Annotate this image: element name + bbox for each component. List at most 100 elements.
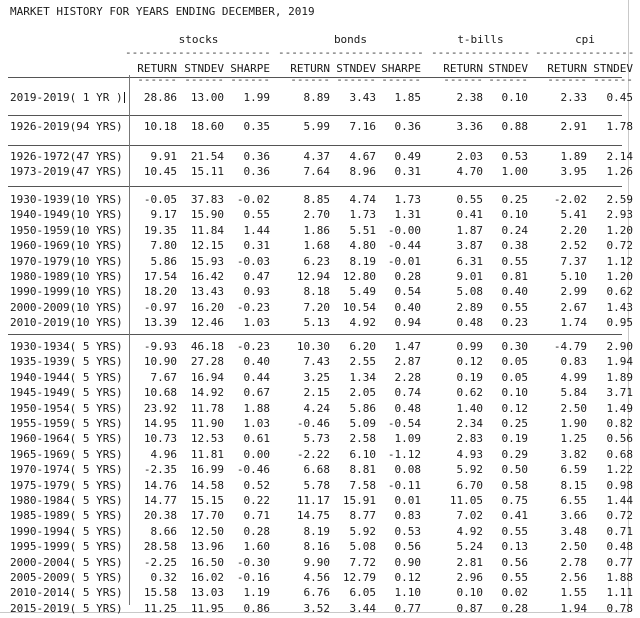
table-cell: 7.02: [456, 509, 484, 523]
column-header-return: RETURN: [443, 62, 483, 75]
table-cell: 7.20: [303, 300, 331, 314]
table-cell: 0.58: [501, 478, 529, 492]
table-cell: 8.89: [303, 91, 331, 104]
table-cell: 6.20: [349, 340, 377, 353]
table-cell: 0.71: [606, 524, 634, 538]
table-cell: 1.86: [303, 223, 331, 237]
table-cell: 1.90: [560, 417, 588, 430]
table-cell: 0.62: [456, 386, 484, 400]
table-cell: 1.10: [394, 586, 422, 600]
table-cell: 2.50: [560, 540, 588, 554]
table-cell: 6.68: [303, 463, 331, 477]
table-cell: 14.75: [296, 509, 330, 523]
table-cell: 0.45: [606, 91, 634, 104]
table-cell: 46.18: [190, 340, 224, 353]
table-cell: 10.18: [143, 120, 177, 133]
table-cell: 17.70: [190, 509, 224, 523]
table-cell: 0.74: [394, 386, 422, 400]
table-cell: 16.20: [190, 300, 224, 314]
table-cell: 0.30: [501, 340, 529, 353]
table-cell: 1.78: [606, 120, 634, 133]
table-cell: 0.77: [394, 601, 422, 615]
table-cell: 0.90: [394, 555, 422, 569]
table-cell: 7.37: [560, 254, 588, 268]
table-cell: 4.74: [349, 193, 377, 206]
table-cell: 2.55: [349, 355, 377, 369]
table-cell: 16.42: [190, 270, 224, 283]
table-cell: 16.02: [190, 571, 224, 584]
table-cell: 7.72: [349, 555, 377, 569]
table-cell: 2.99: [560, 285, 588, 299]
table-cell: 11.78: [190, 401, 224, 415]
table-cell: 2.28: [394, 370, 422, 384]
table-cell: 2.90: [606, 340, 634, 353]
table-cell: 1.55: [560, 586, 588, 600]
table-cell: 1.20: [606, 270, 634, 283]
table-cell: 0.55: [501, 254, 529, 268]
table-cell: 3.44: [349, 601, 377, 615]
table-cell: 6.59: [560, 463, 588, 477]
table-cell: 0.52: [243, 478, 271, 492]
column-header-stndev: STNDEV: [593, 62, 633, 75]
row-label: 1930-1934( 5 YRS): [10, 340, 123, 353]
table-cell: 0.81: [501, 270, 529, 283]
table-cell: 2.83: [456, 432, 484, 446]
table-cell: -0.44: [387, 239, 421, 253]
table-cell: 0.99: [456, 340, 484, 353]
column-underline: ------: [488, 73, 528, 86]
row-label: 1950-1954( 5 YRS): [10, 401, 123, 415]
table-cell: 1.47: [394, 340, 422, 353]
table-cell: 11.05: [449, 494, 483, 507]
table-cell: 0.55: [501, 524, 529, 538]
table-cell: 2.50: [560, 401, 588, 415]
table-cell: 0.28: [501, 601, 529, 615]
row-label: 1950-1959(10 YRS): [10, 223, 123, 237]
table-cell: 1.26: [606, 165, 634, 179]
table-cell: -0.03: [236, 254, 270, 268]
table-cell: 8.81: [349, 463, 377, 477]
group-header-cpi: cpi: [575, 33, 595, 46]
table-cell: 13.39: [143, 316, 177, 330]
table-cell: 3.48: [560, 524, 588, 538]
table-cell: 4.37: [303, 150, 331, 163]
table-cell: 5.78: [303, 478, 331, 492]
table-cell: 12.15: [190, 239, 224, 253]
section-divider: [8, 186, 622, 187]
table-cell: 12.53: [190, 432, 224, 446]
table-cell: 6.70: [456, 478, 484, 492]
table-cell: 2.91: [560, 120, 588, 133]
table-cell: 5.49: [349, 285, 377, 299]
table-cell: 2.93: [606, 208, 634, 222]
group-header-tbills: t-bills: [457, 33, 504, 46]
column-underline: ------: [547, 73, 587, 86]
row-label: 1960-1969(10 YRS): [10, 239, 123, 253]
table-cell: 1.20: [606, 223, 634, 237]
table-cell: -0.54: [387, 417, 421, 430]
row-label: 1985-1989( 5 YRS): [10, 509, 123, 523]
table-cell: 1.68: [303, 239, 331, 253]
table-cell: 14.92: [190, 386, 224, 400]
row-label: 2015-2019( 5 YRS): [10, 601, 123, 615]
table-cell: 0.53: [501, 150, 529, 163]
table-cell: 2.96: [456, 571, 484, 584]
row-label: 1926-1972(47 YRS): [10, 150, 123, 163]
section-divider: [8, 334, 622, 335]
table-cell: 11.25: [143, 601, 177, 615]
table-cell: 5.10: [560, 270, 588, 283]
table-cell: -0.46: [236, 463, 270, 477]
section-divider: [8, 115, 622, 116]
row-label: 2005-2009( 5 YRS): [10, 571, 123, 584]
table-cell: 2.87: [394, 355, 422, 369]
table-cell: 11.84: [190, 223, 224, 237]
group-header-stocks: stocks: [178, 33, 219, 46]
table-cell: 1.99: [243, 91, 271, 104]
table-cell: 9.01: [456, 270, 484, 283]
table-cell: 0.31: [394, 165, 422, 179]
table-cell: 0.40: [501, 285, 529, 299]
table-cell: 0.12: [394, 571, 422, 584]
table-cell: 2.03: [456, 150, 484, 163]
row-label: 1973-2019(47 YRS): [10, 165, 123, 179]
column-header-sharpe: SHARPE: [230, 62, 270, 75]
table-cell: 18.60: [190, 120, 224, 133]
table-cell: 3.25: [303, 370, 331, 384]
